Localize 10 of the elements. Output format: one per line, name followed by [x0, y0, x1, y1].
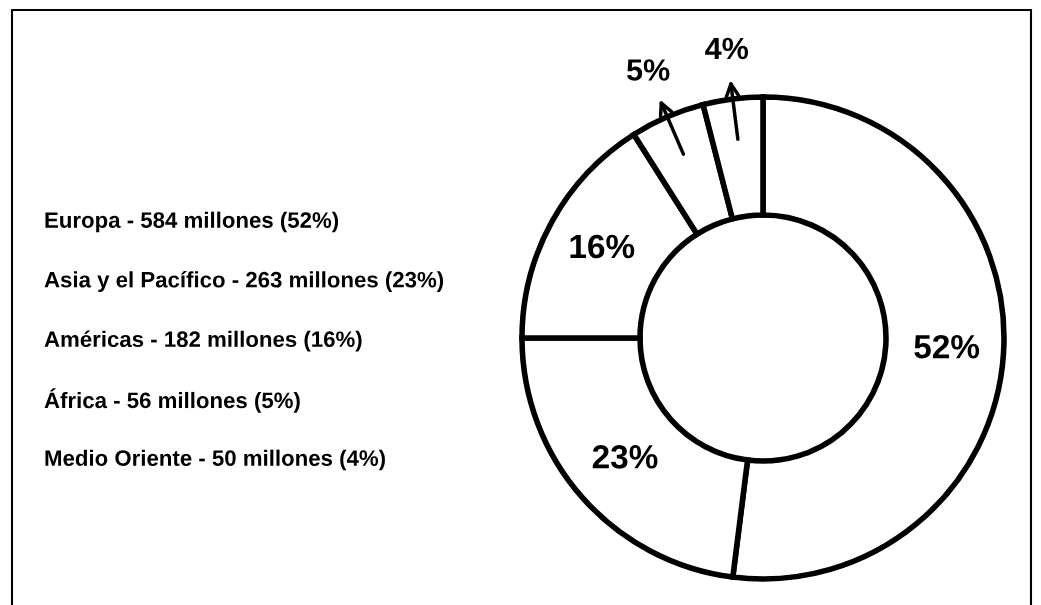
text: Europa - 584 millones (52%)	[45, 211, 339, 233]
text: Medio Oriente - 50 millones (4%)	[45, 449, 385, 471]
text: África - 56 millones (5%)	[44, 388, 300, 413]
data-label: 52%	[914, 334, 980, 359]
text: Asia y el Pacífico - 263 millones (23%)	[44, 271, 444, 292]
data-label: 23%	[592, 445, 658, 469]
data-label: 4%	[705, 37, 749, 60]
text: Américas - 182 millones (16%)	[44, 330, 362, 352]
data-label: 16%	[570, 234, 635, 259]
data-label: 5%	[627, 59, 670, 81]
